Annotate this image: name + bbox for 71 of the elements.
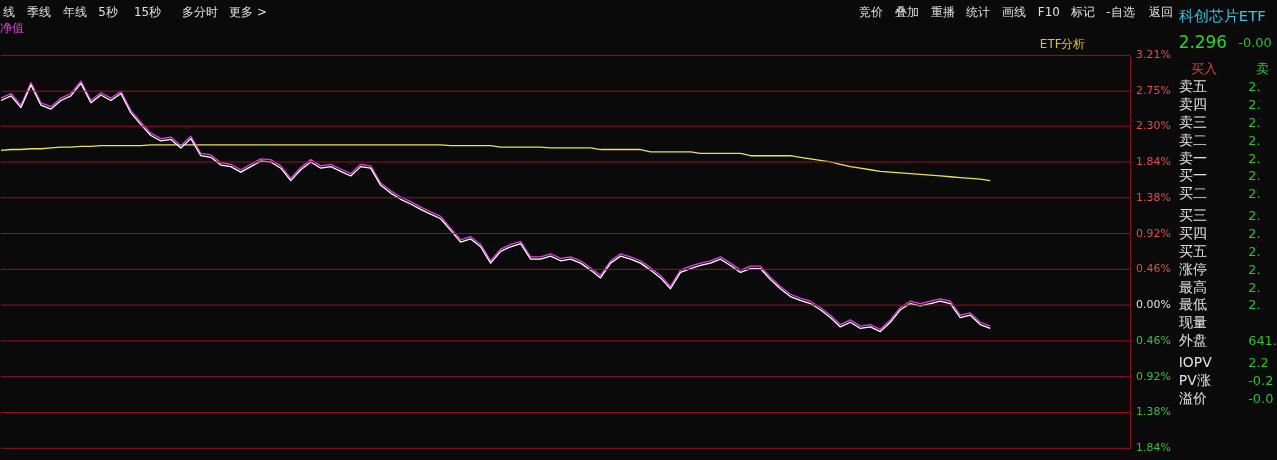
text: 叠加 <box>894 4 919 19</box>
y-tick-label: 1.84% <box>1136 441 1171 455</box>
text: 溢价 <box>1178 389 1207 406</box>
text: 季线 <box>26 4 51 19</box>
y-tick-label: 0.46% <box>1136 262 1171 276</box>
text: 现量 <box>1178 314 1207 331</box>
text: 5秒 <box>98 4 118 19</box>
text: 科创芯片ETF <box>1178 6 1266 25</box>
text: 统计 <box>966 4 991 19</box>
text: 卖 <box>1256 61 1270 77</box>
text: 买入 <box>1190 61 1217 77</box>
chart-title: 净值 <box>0 20 25 35</box>
text: 卖一 <box>1178 149 1207 166</box>
text: 重播 <box>930 4 955 19</box>
text: 2. <box>1248 168 1261 184</box>
text: 2. <box>1248 243 1261 259</box>
text: 多分时 <box>181 4 218 19</box>
text: 返回 <box>1149 4 1173 19</box>
text: 2. <box>1248 208 1261 224</box>
text: 2. <box>1248 79 1261 95</box>
text: 2. <box>1248 261 1261 277</box>
text: -自选 <box>1106 4 1135 19</box>
text: ETF分析 <box>1039 37 1086 52</box>
y-tick-label: 2.30% <box>1136 119 1171 133</box>
text: 最高 <box>1178 278 1207 295</box>
text: -0.00 <box>1238 35 1272 51</box>
text: 买二 <box>1178 185 1207 202</box>
text: 买四 <box>1178 224 1207 241</box>
text: IOPV <box>1178 353 1213 370</box>
text: 2. <box>1248 96 1261 112</box>
text: 卖二 <box>1178 131 1207 148</box>
y-tick-label: 1.38% <box>1136 405 1171 419</box>
text: 线 <box>2 4 15 19</box>
y-tick-label: 0.00% <box>1136 298 1171 312</box>
y-tick-label: 0.92% <box>1136 226 1171 240</box>
text: 2. <box>1248 132 1261 148</box>
text: 2. <box>1248 279 1261 295</box>
text: 最低 <box>1178 296 1207 313</box>
y-tick-label: 0.46% <box>1136 333 1171 347</box>
text: 竞价 <box>859 4 884 19</box>
text: 2.2 <box>1248 354 1269 370</box>
text: -0.0 <box>1248 390 1274 406</box>
text: 年线 <box>62 4 87 19</box>
text: 标记 <box>1069 4 1095 19</box>
y-tick-label: 3.21% <box>1136 48 1171 62</box>
y-tick-label: 2.75% <box>1136 84 1171 98</box>
text: 买五 <box>1178 242 1207 259</box>
text: 卖五 <box>1178 78 1207 95</box>
text: 15秒 <box>133 4 162 19</box>
text: 641. <box>1248 333 1277 349</box>
text: 2. <box>1248 225 1261 241</box>
text: 涨停 <box>1178 260 1207 277</box>
text: 买三 <box>1178 207 1207 224</box>
y-tick-label: 1.38% <box>1136 190 1171 204</box>
text: 2. <box>1248 114 1261 130</box>
text: 2. <box>1248 150 1261 166</box>
text: F10 <box>1037 4 1060 19</box>
line-series <box>0 144 991 182</box>
text: 卖三 <box>1178 113 1207 130</box>
text: 画线 <box>1002 4 1027 19</box>
y-tick-label: 1.84% <box>1136 154 1171 168</box>
text: 更多 > <box>229 4 267 19</box>
text: 2. <box>1248 186 1261 202</box>
text: 卖四 <box>1178 95 1207 112</box>
text: 2. <box>1248 297 1261 313</box>
text: -0.2 <box>1248 372 1274 388</box>
text: 外盘 <box>1178 332 1207 349</box>
text: PV涨 <box>1178 371 1211 388</box>
text: 买一 <box>1178 167 1207 184</box>
text: 2.296 <box>1178 32 1228 53</box>
y-tick-label: 0.92% <box>1136 369 1171 383</box>
